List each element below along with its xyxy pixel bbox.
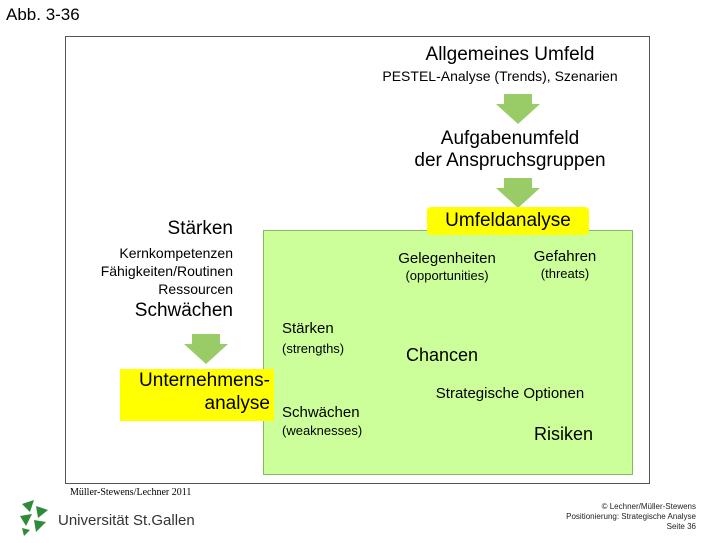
left-weaknesses-heading: Schwächen [134,300,233,321]
university-logo-icon [14,498,54,538]
analysis-matrix [263,230,633,475]
diagram-frame [65,36,650,484]
left-strengths-heading: Stärken [167,218,233,239]
copyright-line1: © Lechner/Müller-Stewens [601,502,696,511]
list-item: Ressourcen [158,281,233,297]
copyright-block: © Lechner/Müller-Stewens Positionierung:… [500,502,696,532]
task-environment: Aufgabenumfeld der Anspruchsgruppen [380,128,640,172]
down-arrow-icon [496,178,540,208]
weaknesses-label: Schwächen [282,404,360,421]
umfeldanalyse-label: Umfeldanalyse [427,207,589,235]
capabilities-list: Kernkompetenzen Fähigkeiten/Routinen Res… [70,244,233,298]
list-item: Kernkompetenzen [119,245,233,261]
environment-title: Allgemeines Umfeld [425,44,595,65]
copyright-line3: Seite 36 [666,522,696,531]
chancen-label: Chancen [406,345,479,365]
list-item: Fähigkeiten/Routinen [100,263,233,279]
task-environment-line2: der Anspruchsgruppen [414,150,606,171]
strengths-en-label: (strengths) [282,341,345,356]
university-name: Universität St.Gallen [58,512,195,529]
threats-en-label: (threats) [540,266,590,281]
source-footnote: Müller-Stewens/Lechner 2011 [70,487,192,498]
unternehmensanalyse-line2: analyse [204,393,271,414]
down-arrow-icon [496,94,540,124]
environment-subtitle: PESTEL-Analyse (Trends), Szenarien [382,68,618,84]
strengths-label: Stärken [282,320,334,337]
opportunities-en-label: (opportunities) [405,268,489,283]
strategic-options-label: Strategische Optionen [435,385,585,402]
weaknesses-en-label: (weaknesses) [282,423,363,438]
slide-label: Abb. 3-36 [6,5,80,24]
copyright-line2: Positionierung: Strategische Analyse [566,512,696,521]
down-arrow-icon [184,334,228,364]
task-environment-line1: Aufgabenumfeld [440,128,580,149]
unternehmensanalyse-line1: Unternehmens- [139,370,270,391]
opportunities-label: Gelegenheiten [398,250,496,267]
threats-label: Gefahren [533,248,597,265]
unternehmensanalyse-label: Unternehmens- analyse [120,369,274,421]
risiken-label: Risiken [534,424,594,444]
